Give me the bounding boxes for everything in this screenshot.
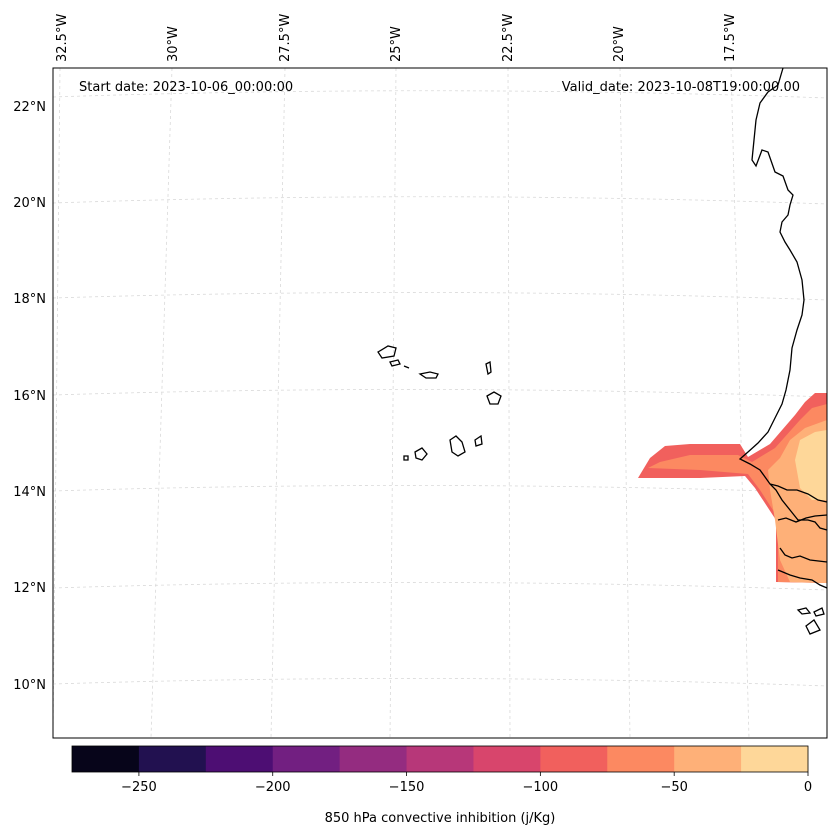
colorbar-segment <box>540 746 608 772</box>
colorbar-tick-label: −200 <box>255 780 291 795</box>
lat-label: 14°N <box>13 485 46 500</box>
cape-verde-santa-luzia <box>403 365 410 369</box>
lat-label: 22°N <box>13 100 46 115</box>
map-frame <box>52 67 828 739</box>
colorbar-segment <box>138 746 207 772</box>
cape-verde-maio <box>474 434 483 447</box>
cape-verde-brava <box>403 455 409 461</box>
colorbar-tick-label: −250 <box>121 780 157 795</box>
cape-verde-sal <box>485 360 492 376</box>
lat-label: 10°N <box>13 678 46 693</box>
lat-label: 16°N <box>13 389 46 404</box>
colorbar-tick-label: −50 <box>660 780 687 795</box>
cape-verde-santiago <box>449 435 466 457</box>
guinea-coast <box>777 569 828 589</box>
colorbar-segment <box>205 746 274 772</box>
africa-coastline <box>738 67 828 531</box>
colorbar-tick-label: −150 <box>389 780 425 795</box>
colorbar-segment <box>473 746 541 772</box>
colorbar-segment <box>339 746 408 772</box>
colorbar-tick-label: −100 <box>523 780 559 795</box>
bissagos-islands <box>796 607 825 635</box>
colorbar-segment <box>72 746 140 772</box>
valid-date-label: Valid_date: 2023-10-08T19:00:00.00 <box>562 80 800 95</box>
cin-filled-contours <box>638 393 827 583</box>
colorbar-tick-label: 0 <box>804 780 812 795</box>
lon-label: 20°W <box>612 26 627 62</box>
colorbar-segment <box>674 746 742 772</box>
senegal-border <box>769 483 828 503</box>
cape-verde-sao-nicolau <box>418 371 439 379</box>
cape-verde-boa-vista <box>486 391 502 405</box>
colorbar-label: 850 hPa convective inhibition (j/Kg) <box>325 811 556 826</box>
cape-verde-fogo <box>414 447 428 461</box>
latitude-labels: 22°N 20°N 18°N 16°N 14°N 12°N 10°N <box>13 100 46 693</box>
colorbar-segment <box>406 746 474 772</box>
lon-label: 27.5°W <box>278 14 293 62</box>
start-date-label: Start date: 2023-10-06_00:00:00 <box>79 80 293 95</box>
cin-band-minus25-to-0 <box>795 430 827 500</box>
colorbar-frame <box>71 745 809 773</box>
longitude-labels: 32.5°W 30°W 27.5°W 25°W 22.5°W 20°W 17.5… <box>55 14 738 62</box>
coastlines <box>377 67 828 635</box>
lat-label: 20°N <box>13 196 46 211</box>
lat-label: 18°N <box>13 292 46 307</box>
lon-label: 25°W <box>389 26 404 62</box>
colorbar-segment <box>741 746 809 772</box>
lon-label: 30°W <box>166 26 181 62</box>
cape-verde-sao-vicente <box>389 359 401 367</box>
colorbar-segment <box>607 746 675 772</box>
gambia-river <box>777 514 828 523</box>
colorbar: −250 −200 −150 −100 −50 0 <box>71 745 812 795</box>
cape-verde-santo-antao <box>377 345 397 359</box>
lat-label: 12°N <box>13 581 46 596</box>
guinea-bissau-coast <box>779 547 828 563</box>
lon-label: 17.5°W <box>723 14 738 62</box>
colorbar-segment <box>272 746 341 772</box>
graticule-gridlines <box>52 67 828 739</box>
lon-label: 22.5°W <box>501 14 516 62</box>
lon-label: 32.5°W <box>55 14 70 62</box>
